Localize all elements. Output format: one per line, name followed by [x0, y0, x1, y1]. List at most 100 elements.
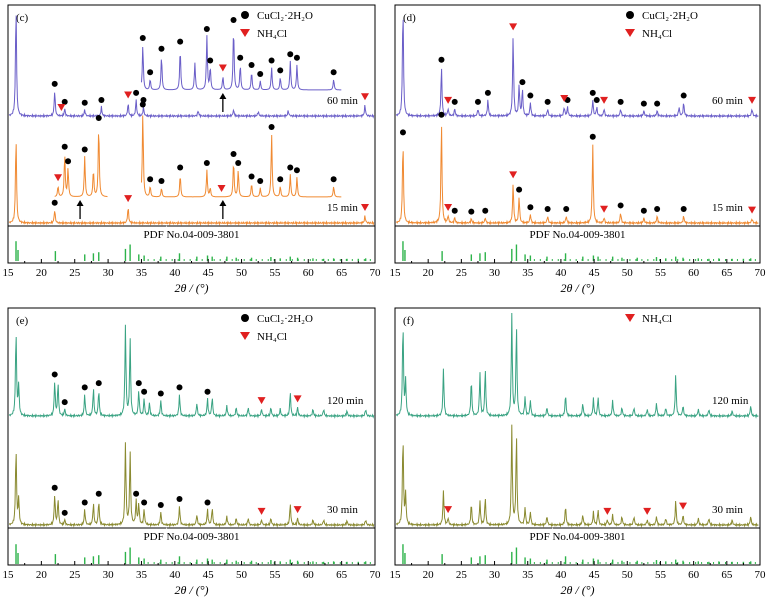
cucl2-peak-marker	[135, 380, 142, 387]
x-tick-label: 35	[136, 267, 148, 279]
x-tick-label: 55	[269, 569, 281, 581]
x-tick-label: 40	[555, 569, 567, 581]
panel-label: (c)	[16, 12, 29, 24]
series-30-min: 30 min	[8, 442, 375, 528]
series-time-label: 30 min	[327, 504, 358, 516]
series-time-label: 15 min	[327, 202, 358, 214]
nh4cl-peak-marker	[124, 195, 133, 203]
x-axis-label: 2θ / (°)	[174, 583, 208, 597]
cucl2-peak-marker	[147, 69, 154, 76]
legend-circle-marker	[241, 314, 249, 322]
nh4cl-peak-marker	[293, 506, 302, 514]
series-15-min: 15 min	[8, 101, 375, 226]
cucl2-peak-marker	[204, 499, 211, 506]
x-tick-label: 50	[236, 267, 248, 279]
cucl2-peak-marker	[141, 388, 148, 395]
series-line	[8, 324, 375, 419]
cucl2-peak-marker	[680, 92, 687, 99]
cucl2-peak-marker	[177, 38, 184, 45]
reference-pattern	[15, 241, 371, 261]
panel-label: (f)	[403, 315, 414, 327]
nh4cl-peak-marker	[293, 395, 302, 403]
cucl2-peak-marker	[95, 490, 102, 497]
series-time-label: 15 min	[712, 202, 743, 214]
cucl2-peak-marker	[287, 164, 294, 171]
nh4cl-peak-marker	[444, 203, 453, 211]
x-axis: 15 20 25 30 35 40 45 50 55 60 65 70 2θ / (°)	[390, 259, 767, 295]
cucl2-peak-marker	[330, 176, 337, 183]
nh4cl-peak-marker	[560, 95, 569, 103]
x-axis: 15 20 25 30 35 40 45 50 55 60 65 70 2θ / (°)	[3, 561, 382, 597]
x-tick-label: 50	[622, 569, 634, 581]
cucl2-peak-marker	[438, 111, 445, 118]
nh4cl-peak-marker	[218, 64, 227, 72]
panel-c: (c) CuCl₂·2H₂O NH₄Cl PDF No.04-009-3801 60 m…	[3, 4, 382, 295]
x-tick-label: 35	[136, 569, 148, 581]
cucl2-peak-marker	[157, 502, 164, 509]
cucl2-peak-marker	[589, 89, 596, 96]
cucl2-peak-marker	[474, 98, 481, 105]
cucl2-peak-marker	[81, 146, 88, 153]
plot-frame	[7, 4, 376, 264]
series-line	[8, 15, 375, 119]
panel-d: (d) CuCl₂·2H₂O NH₄Cl PDF No.04-009-3801 60 m…	[390, 4, 767, 295]
legend: CuCl₂·2H₂O NH₄Cl	[240, 10, 313, 40]
legend-label: NH₄Cl	[642, 313, 672, 325]
cucl2-peak-marker	[268, 124, 275, 130]
x-tick-label: 25	[69, 267, 81, 279]
inset-magnified-line	[54, 134, 108, 198]
cucl2-peak-marker	[98, 97, 105, 104]
cucl2-peak-marker	[257, 71, 264, 77]
x-axis: 15 20 25 30 35 40 45 50 55 60 65 70 2θ / (°)	[390, 561, 766, 597]
cucl2-peak-marker	[563, 205, 570, 212]
x-tick-label: 60	[688, 569, 700, 581]
x-tick-label: 65	[336, 569, 348, 581]
x-tick-label: 20	[36, 569, 48, 581]
cucl2-peak-marker	[61, 509, 68, 516]
panel-label: (d)	[403, 12, 416, 24]
cucl2-peak-marker	[593, 97, 600, 104]
legend: CuCl₂·2H₂O NH₄Cl	[625, 10, 698, 40]
cucl2-peak-marker	[438, 56, 445, 63]
x-tick-label: 30	[103, 569, 115, 581]
x-tick-label: 15	[3, 569, 15, 581]
series-line	[8, 442, 375, 528]
x-tick-label: 70	[370, 267, 382, 279]
legend-circle-marker	[626, 11, 634, 19]
cucl2-peak-marker	[203, 160, 210, 166]
cucl2-peak-marker	[139, 101, 146, 108]
x-tick-label: 60	[303, 267, 315, 279]
panel-f: (f) NH₄Cl PDF No.04-009-3801 120 min 30 min 1…	[390, 307, 766, 597]
x-tick-label: 70	[755, 267, 767, 279]
cucl2-peak-marker	[81, 99, 88, 106]
cucl2-peak-marker	[133, 490, 140, 497]
nh4cl-peak-marker	[444, 96, 453, 104]
nh4cl-peak-marker	[748, 206, 757, 214]
series-time-label: 60 min	[712, 95, 743, 107]
cucl2-peak-marker	[230, 151, 237, 157]
reference-label: PDF No.04-009-3801	[144, 531, 240, 543]
nh4cl-peak-marker	[509, 171, 518, 179]
cucl2-peak-marker	[133, 89, 140, 96]
nh4cl-peak-marker	[124, 91, 133, 99]
cucl2-peak-marker	[287, 51, 294, 58]
nh4cl-peak-marker	[54, 174, 63, 182]
x-tick-label: 40	[555, 267, 567, 279]
x-tick-label: 70	[370, 569, 382, 581]
x-tick-label: 30	[489, 569, 501, 581]
panel-label: (e)	[16, 315, 29, 327]
cucl2-peak-marker	[147, 176, 154, 183]
cucl2-peak-marker	[617, 202, 624, 209]
nh4cl-peak-marker	[257, 397, 266, 405]
legend-label: NH₄Cl	[257, 331, 287, 343]
x-axis-label: 2θ / (°)	[560, 583, 594, 597]
cucl2-peak-marker	[230, 17, 237, 23]
plot-frame	[7, 307, 376, 566]
x-tick-label: 20	[423, 267, 435, 279]
inset-magnified-line	[141, 35, 342, 91]
cucl2-peak-marker	[237, 54, 244, 61]
reference-label: PDF No.04-009-3801	[144, 229, 240, 241]
cucl2-peak-marker	[207, 57, 214, 64]
nh4cl-peak-marker	[360, 203, 369, 211]
